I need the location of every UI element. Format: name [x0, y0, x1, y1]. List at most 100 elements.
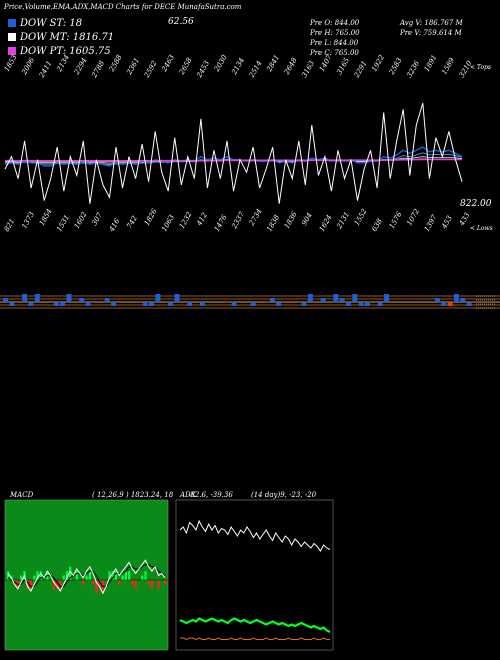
- macd-histogram-bar: [128, 571, 131, 580]
- macd-histogram-bar: [82, 580, 85, 585]
- macd-histogram-bar: [131, 580, 134, 585]
- volume-bar: [276, 302, 282, 306]
- macd-histogram-bar: [20, 575, 23, 580]
- volume-bar: [352, 294, 358, 302]
- volume-bar: [174, 294, 180, 302]
- volume-bar: [199, 302, 205, 306]
- macd-histogram-bar: [29, 580, 33, 589]
- macd-histogram-bar: [65, 571, 69, 580]
- macd-line: [7, 559, 166, 595]
- volume-bar: [149, 302, 155, 306]
- legend-label: DOW ST: 18: [20, 18, 83, 29]
- volume-bar: [3, 298, 8, 302]
- volume-bar: [269, 298, 275, 302]
- volume-bar: [466, 302, 472, 306]
- macd-histogram-bar: [144, 571, 147, 580]
- adx-params: (14 day)9, -23, -20: [251, 491, 317, 499]
- legend-label: DOW PT: 1605.75: [20, 46, 111, 57]
- volume-bar: [187, 302, 193, 306]
- stat-pre-high: Pre H: 765.00: [310, 29, 360, 37]
- macd-histogram-bar: [147, 580, 150, 585]
- macd-series: [5, 559, 168, 595]
- macd-histogram-bar: [124, 571, 127, 580]
- macd-histogram-bar: [114, 571, 118, 580]
- volume-bars: [0, 293, 500, 313]
- volume-bar: [104, 298, 110, 302]
- macd-histogram-bar: [98, 580, 101, 589]
- macd-histogram-bar: [7, 571, 10, 580]
- volume-bar: [384, 294, 390, 302]
- macd-histogram-bar: [62, 575, 65, 580]
- volume-bar: [333, 294, 339, 302]
- top-value: 62.56: [168, 17, 194, 27]
- volume-bar: [85, 302, 91, 306]
- page-title: Price,Volume,EMA,ADX,MACD Charts for DEC…: [4, 3, 242, 11]
- volume-bar: [53, 302, 59, 306]
- volume-bar: [365, 302, 370, 306]
- legend-swatch-icon: [8, 19, 16, 27]
- volume-bar: [307, 294, 313, 302]
- volume-bar: [434, 298, 440, 302]
- macd-histogram-bar: [121, 575, 124, 580]
- adx-title: ADX: [180, 491, 196, 499]
- macd-title: MACD: [10, 491, 34, 499]
- tops-label: < Tops: [470, 64, 492, 71]
- volume-bar: [168, 302, 174, 306]
- volume-bar: [453, 294, 459, 302]
- macd-histogram-bar: [118, 580, 121, 585]
- legend-dow-pt: DOW PT: 1605.75: [8, 46, 111, 57]
- volume-bar: [441, 302, 447, 306]
- macd-panel-bg: [4, 499, 169, 651]
- macd-histogram-bar: [39, 571, 42, 580]
- volume-bar: [60, 302, 66, 306]
- volume-bar: [34, 294, 40, 302]
- legend-swatch-icon: [8, 33, 16, 41]
- adx-line: [179, 519, 331, 552]
- volume-bar: [155, 294, 161, 302]
- macd-histogram-bar: [111, 571, 114, 580]
- macd-params: ( 12,26,9 ) 1823.24, 18: [92, 491, 174, 499]
- close-price-line: [4, 102, 463, 204]
- volume-bar: [28, 302, 34, 306]
- volume-bar: [22, 294, 28, 302]
- macd-histogram-bar: [164, 580, 167, 585]
- volume-bar: [377, 302, 383, 306]
- macd-histogram-bar: [95, 580, 98, 594]
- price-lines: [4, 102, 463, 204]
- macd-histogram-bar: [69, 566, 72, 580]
- plus-di-line: [179, 617, 331, 633]
- macd-histogram-bar: [141, 575, 144, 580]
- macd-histogram-bar: [26, 580, 29, 589]
- stat-pre-low: Pre L: 844.00: [310, 39, 359, 47]
- legend-dow-mt: DOW MT: 1816.71: [8, 32, 114, 43]
- volume-bar: [9, 302, 15, 306]
- volume-bar: [111, 302, 116, 306]
- legend-swatch-icon: [8, 47, 16, 55]
- legend-dow-st: DOW ST: 18: [8, 18, 82, 29]
- macd-histogram-bar: [150, 580, 154, 589]
- volume-bar: [79, 298, 85, 302]
- macd-histogram-bar: [85, 575, 88, 580]
- macd-histogram-bar: [33, 575, 36, 580]
- volume-bar: [358, 302, 364, 306]
- stat-pre-volume: Pre V: 759.614 M: [400, 29, 462, 37]
- macd-histogram-bar: [75, 571, 78, 580]
- macd-histogram-bar: [92, 580, 95, 585]
- macd-histogram-bar: [56, 580, 59, 589]
- volume-bar: [301, 302, 307, 306]
- volume-bar: [231, 302, 237, 306]
- volume-bar: [250, 302, 256, 306]
- macd-histogram-bar: [59, 580, 62, 589]
- macd-histogram-bar: [134, 580, 137, 589]
- adx-series: [179, 519, 331, 641]
- stat-avg-volume: Avg V: 186.767 M: [400, 19, 463, 27]
- minus-di-line: [180, 637, 330, 641]
- lows-label: < Lows: [470, 225, 493, 232]
- adx-value: -82.6, -39.36: [188, 491, 233, 499]
- last-price-label: 822.00: [460, 199, 492, 209]
- macd-histogram-bar: [157, 580, 160, 589]
- stat-pre-close: Pre C: 765.00: [310, 49, 359, 57]
- macd-histogram-bar: [108, 571, 111, 580]
